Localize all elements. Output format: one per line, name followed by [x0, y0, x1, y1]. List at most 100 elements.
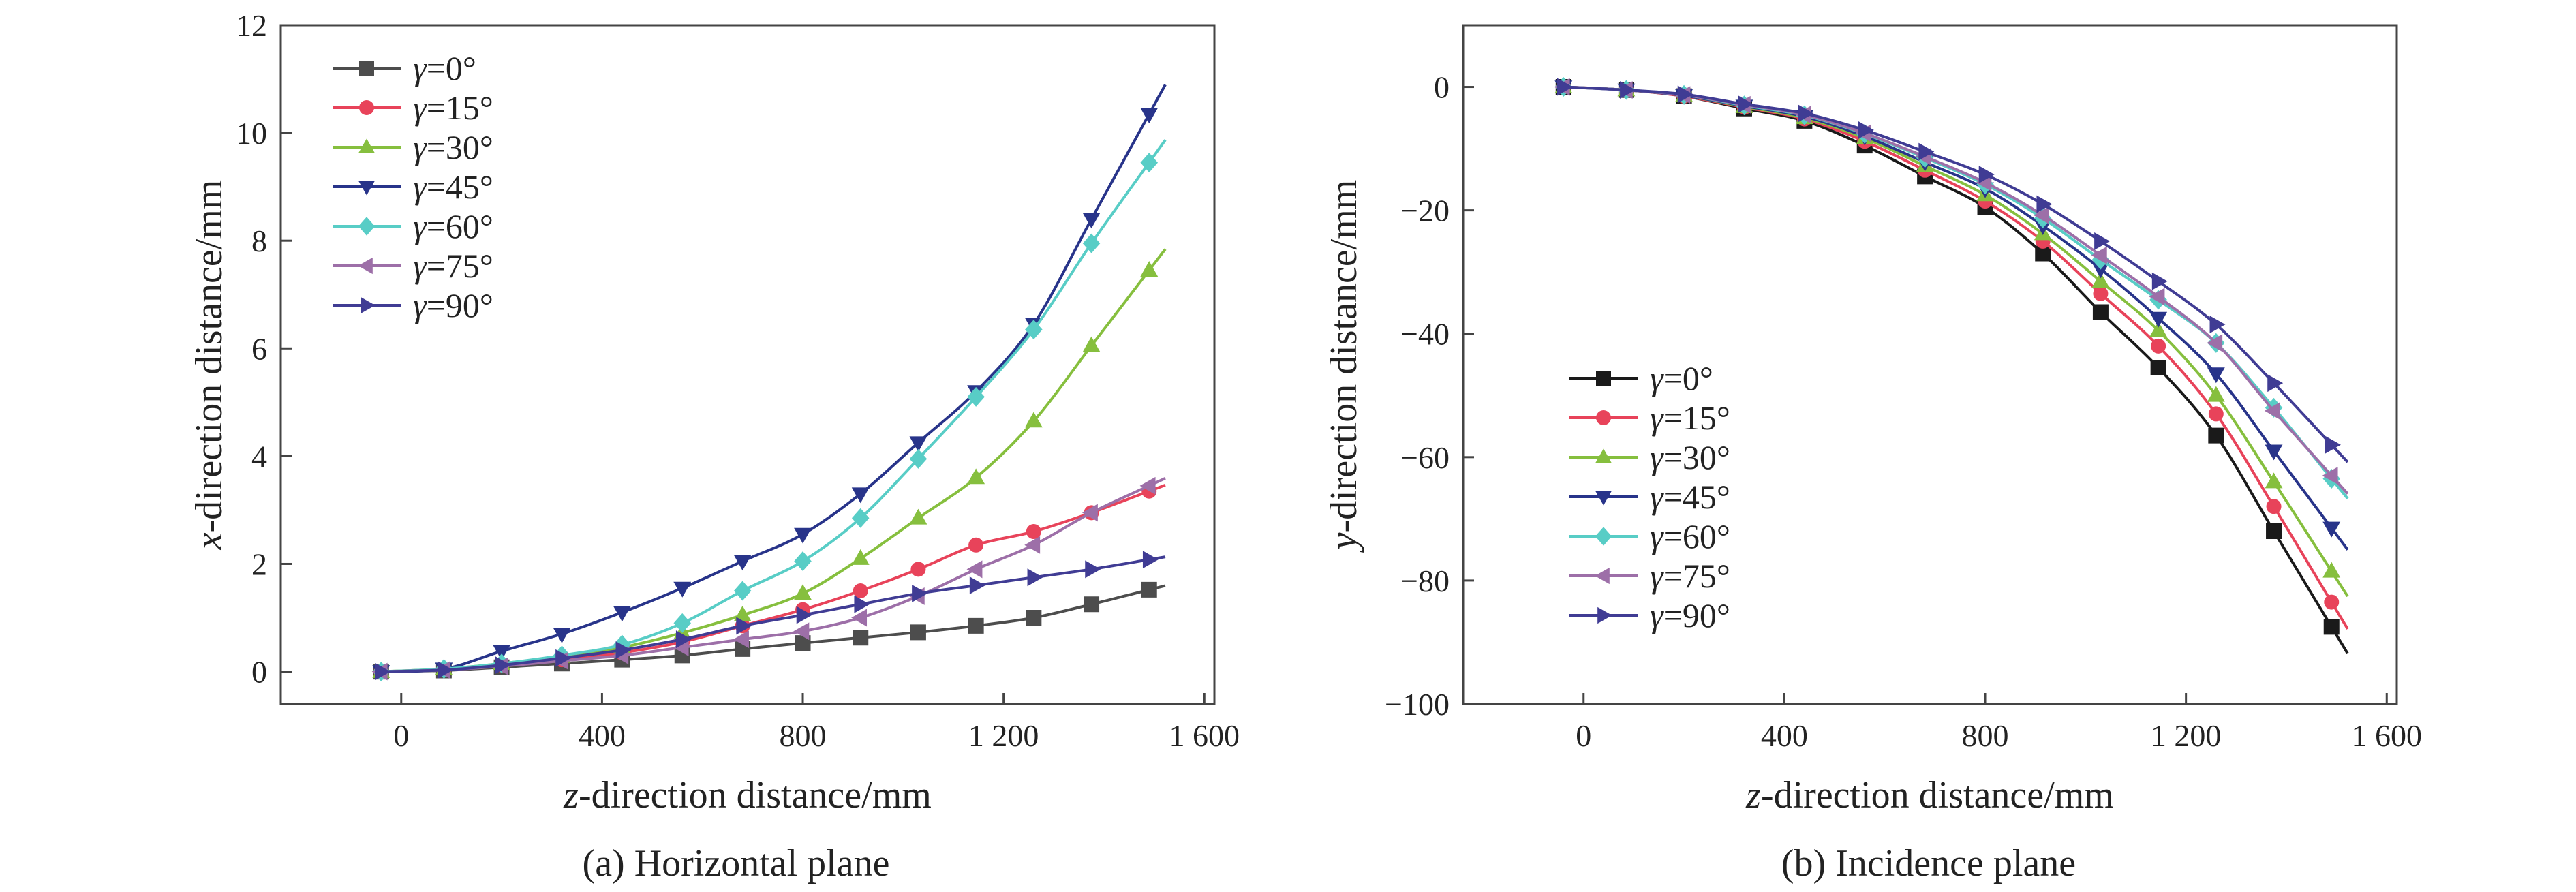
panel-b-data-point [2207, 334, 2223, 352]
panel-b-y-tick-label: −40 [1400, 317, 1450, 352]
panel-a-data-point [1141, 581, 1157, 598]
panel-a-data-point [967, 468, 985, 485]
panel-a-y-tick-label: 6 [251, 331, 267, 366]
panel-b-legend-marker [1595, 448, 1612, 463]
panel-b-x-tick-label: 400 [1761, 718, 1808, 753]
panel-a-data-point [553, 627, 571, 643]
panel-b-legend-item: γ=30° [1569, 438, 1730, 476]
panel-b-data-point [2094, 232, 2111, 250]
panel-b-legend-marker [1597, 606, 1612, 624]
panel-b-data-point [2092, 304, 2109, 320]
panel-a-data-point [910, 624, 926, 641]
panel-a-data-point [796, 606, 812, 624]
panel-b-data-point [2036, 195, 2053, 213]
panel-a-plot-frame [279, 24, 1216, 705]
panel-a-data-point [1140, 260, 1159, 277]
panel-a-data-point [851, 508, 870, 528]
panel-a-legend-label: γ=0° [413, 49, 476, 87]
panel-a-data-point [733, 555, 752, 571]
panel-b-x-tick-label: 1 200 [2151, 718, 2222, 753]
panel-a-data-point [1026, 610, 1042, 626]
panel-a-x-tick-label: 400 [579, 718, 626, 753]
panel-b-data-point [2322, 521, 2341, 538]
panel-b-y-tick-label: −80 [1400, 564, 1450, 598]
panel-b-data-point [2151, 338, 2166, 354]
panel-b-y-tick-label: 0 [1434, 70, 1450, 105]
panel-a-series-line [381, 139, 1167, 673]
panel-a-data-point [909, 508, 927, 525]
panel-b-data-point [2034, 206, 2050, 224]
panel-a-data-point [794, 551, 812, 572]
panel-b-data-point [2151, 272, 2168, 290]
panel-b-axes-ticks: 0 400 800 1 200 1 600 0 −20 −40 −60 −80 −100 [1385, 70, 2422, 753]
panel-a-data-point [969, 576, 985, 595]
panel-a-legend-marker [358, 138, 375, 153]
panel-b-legend-item: γ=0° [1569, 359, 1713, 397]
panel-a-data-point [1024, 536, 1041, 554]
panel-a-data-point [968, 537, 984, 553]
panel-b-y-axis-label: y-direction distance/mm [1323, 180, 1365, 553]
panel-a-y-tick-label: 8 [251, 224, 267, 258]
panel-a-y-tick-label: 0 [251, 655, 267, 690]
panel-a-legend-item: γ=60° [333, 207, 493, 245]
panel-a-legend-item: γ=30° [333, 128, 493, 166]
panel-a-data-point [1026, 524, 1041, 540]
panel-a-data-point [851, 549, 870, 565]
panel-b-data-point [2149, 288, 2165, 306]
panel-a-legend-item: γ=75° [333, 247, 493, 285]
panel-a-legend-marker [361, 296, 375, 314]
panel-b-legend-label: γ=30° [1650, 438, 1730, 476]
panel-a-y-tick-label: 4 [251, 439, 267, 474]
panel-a-data-point [854, 595, 870, 613]
panel-a-data-point [615, 641, 632, 659]
panel-a-legend-label: γ=90° [413, 286, 493, 324]
panel-a-legend-marker [358, 217, 375, 236]
panel-b-data-point [2322, 562, 2341, 578]
panel-a-data-point [495, 656, 511, 675]
panel-a-data-point [909, 436, 927, 452]
panel-a-legend-item: γ=90° [333, 286, 493, 324]
panel-b-legend-label: γ=45° [1650, 478, 1730, 516]
panel-a-data-point [1085, 560, 1101, 579]
panel-a-x-tick-label: 1 600 [1169, 718, 1240, 753]
panel-horizontal-plane: 0 400 800 1 200 1 600 0 2 4 6 8 10 12 γ=0°γ=15°γ=30… [188, 8, 1240, 885]
panel-a-legend-label: γ=75° [413, 247, 493, 285]
panel-b-legend-item: γ=75° [1569, 557, 1730, 595]
panel-b-legend-item: γ=60° [1569, 517, 1730, 555]
panel-a-caption: (a) Horizontal plane [583, 842, 890, 885]
panel-a-data-point [1082, 504, 1098, 522]
panel-b-data-point [1738, 95, 1754, 113]
panel-a-y-tick-label: 12 [236, 8, 267, 43]
panel-a-data-point [673, 613, 692, 633]
panel-a-data-point [853, 630, 869, 646]
panel-b-legend-label: γ=75° [1650, 557, 1730, 595]
panel-a-data-point [736, 617, 752, 635]
panel-a-x-tick-label: 1 200 [968, 718, 1039, 753]
panel-b-data-point [2207, 386, 2225, 402]
panel-b-y-tick-label: −20 [1400, 194, 1450, 228]
panel-a-series-line [381, 484, 1166, 673]
panel-b-data-point [2149, 321, 2168, 337]
panel-b-data-point [2149, 311, 2168, 328]
panel-a-legend-marker [358, 257, 373, 275]
panel-a-plot-marks [371, 84, 1167, 682]
panel-a-data-point [1024, 412, 1043, 428]
panel-a-data-point [555, 649, 572, 667]
panel-a-legend-item: γ=45° [333, 168, 493, 206]
panel-b-data-point [2091, 246, 2107, 264]
panel-a-y-axis-label: x-direction distance/mm [188, 180, 230, 551]
panel-b-data-point [2208, 427, 2224, 444]
panel-a-data-point [1027, 568, 1043, 587]
panel-a-x-tick-label: 0 [393, 718, 409, 753]
panel-b-data-point [2208, 406, 2224, 422]
panel-b-legend-label: γ=90° [1650, 596, 1730, 634]
panel-b-data-point [2093, 286, 2109, 301]
panel-b-data-point [2325, 435, 2341, 454]
panel-a-data-point [1140, 108, 1159, 124]
panel-b-legend-marker [1596, 410, 1611, 425]
panel-b-data-point [2323, 619, 2340, 635]
panel-b-data-point [2322, 467, 2338, 485]
panel-b-legend-marker [1595, 527, 1612, 546]
panel-b-legend-label: γ=60° [1650, 517, 1730, 555]
